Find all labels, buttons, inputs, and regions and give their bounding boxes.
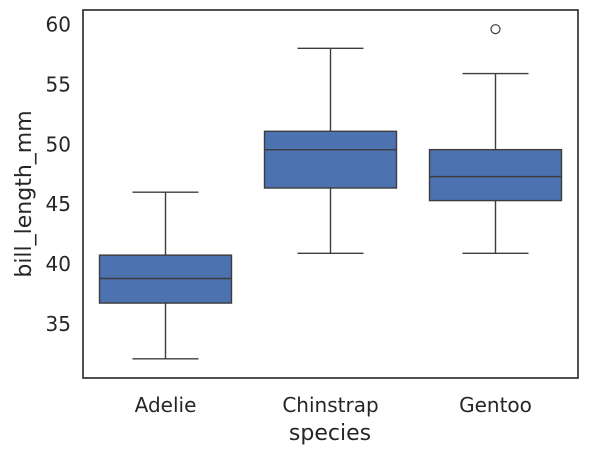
box-iqr [263,130,398,189]
y-axis: 35 40 45 50 55 60 [46,12,71,336]
box-group-1 [263,47,398,255]
x-tick-label: Adelie [135,393,197,417]
y-tick-label: 55 [46,72,71,96]
y-tick-label: 45 [46,192,71,216]
y-tick-label: 40 [46,252,71,276]
box-iqr [428,148,563,202]
y-tick-label: 50 [46,132,71,156]
outlier-point [490,24,501,35]
x-tick-label: Chinstrap [282,393,378,417]
y-tick-label: 60 [46,12,71,36]
y-axis-title: bill_length_mm [12,110,37,277]
box-group-0 [98,191,233,360]
x-axis-title: species [289,421,371,446]
plot-frame [82,9,579,379]
x-axis: Adelie Chinstrap Gentoo [135,393,532,417]
y-tick-label: 35 [46,312,71,336]
plot-area [98,24,563,360]
x-tick-label: Gentoo [459,393,532,417]
box-group-2 [428,24,563,255]
